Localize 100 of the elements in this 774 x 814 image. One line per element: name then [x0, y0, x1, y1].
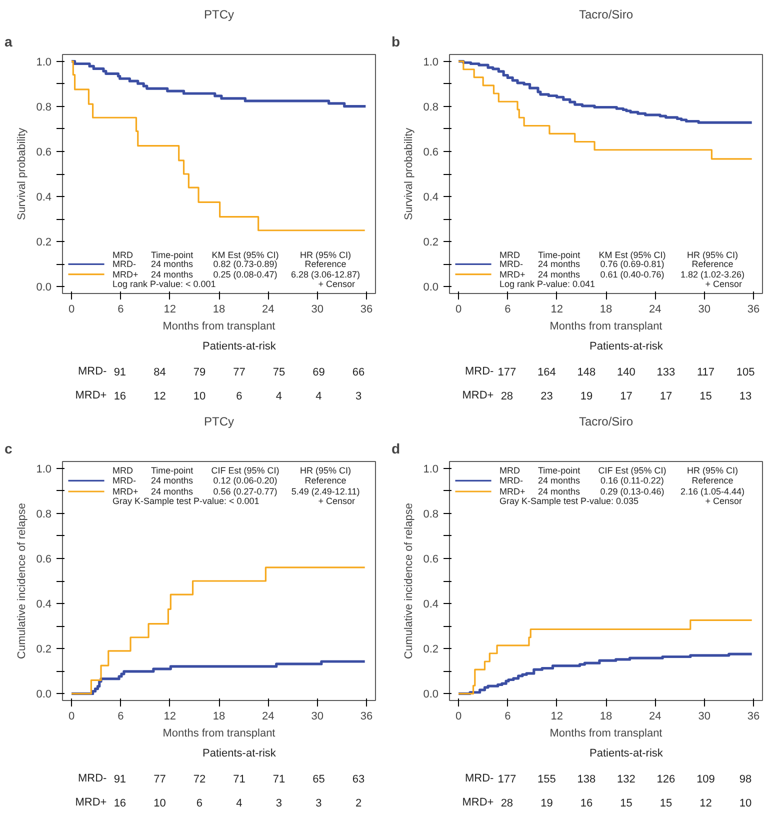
x-tick-label: 36 [360, 304, 373, 316]
text: 10 [739, 798, 752, 810]
annotation: 24 months [150, 259, 194, 270]
x-tick-label: 12 [164, 710, 176, 722]
text: Patients-at-risk [590, 747, 664, 760]
text: 2 [355, 798, 362, 810]
annotation: HR (95% CI) [687, 250, 738, 260]
y-axis-title: Survival probability [16, 127, 28, 220]
text: 133 [656, 366, 676, 378]
text: 69 [312, 366, 325, 378]
y-tick-label: 0.0 [36, 282, 52, 294]
x-tick-label: 30 [698, 710, 710, 722]
text: MRD+ [75, 390, 107, 402]
chart-title: PTCy [204, 8, 234, 22]
text: 117 [696, 366, 715, 378]
text: 126 [656, 774, 676, 786]
annotation: 24 months [538, 486, 581, 496]
text: c [4, 440, 12, 456]
legend-label: MRD- [112, 476, 136, 486]
x-tick-label: 18 [600, 304, 612, 316]
x-tick-label: 6 [118, 710, 124, 722]
y-axis-title: Cumulative incidence of relapse [16, 503, 28, 659]
y-tick-label: 0.4 [423, 598, 439, 611]
y-tick-label: 0.8 [423, 101, 439, 114]
x-tick-label: 0 [68, 304, 75, 316]
annotation: Log rank P-value: < 0.001 [112, 279, 216, 290]
annotation: Reference [692, 476, 734, 486]
annotation: Time-point [150, 250, 194, 260]
annotation: 6.28 (3.06-12.87) [290, 269, 360, 280]
legend-label: MRD+ [499, 269, 526, 280]
legend-label: MRD+ [499, 486, 526, 496]
annotation: 0.16 (0.11-0.22) [600, 476, 664, 486]
y-tick-label: 1.0 [36, 56, 52, 68]
text: 12 [154, 390, 166, 402]
text: MRD+ [462, 796, 494, 808]
x-tick-label: 0 [68, 710, 75, 722]
legend-label: MRD+ [112, 269, 138, 280]
y-tick-label: 1.0 [36, 463, 52, 476]
text: 15 [620, 798, 632, 810]
annotation: Reference [304, 259, 346, 270]
annotation: 0.12 (0.06-0.20) [213, 476, 278, 486]
annotation: Time-point [150, 466, 194, 476]
annotation: 24 months [538, 476, 581, 486]
x-axis-title: Months from transplant [162, 320, 276, 332]
annotation: 0.25 (0.08-0.47) [213, 269, 278, 280]
annotation: 0.29 (0.13-0.46) [600, 486, 664, 496]
chart-title: PTCy [204, 414, 234, 428]
y-tick-label: 0.6 [36, 553, 52, 566]
text: 17 [620, 390, 632, 402]
text: MRD- [464, 772, 494, 784]
text: 63 [352, 774, 365, 786]
text: 28 [500, 390, 514, 402]
x-tick-label: 30 [311, 710, 324, 722]
annotation: 24 months [538, 269, 581, 280]
y-tick-label: 0.0 [423, 688, 439, 701]
x-tick-label: 6 [504, 710, 511, 722]
text: MRD- [78, 366, 107, 378]
x-axis-title: Months from transplant [550, 320, 662, 332]
text: 23 [540, 390, 553, 402]
text: a [4, 34, 12, 50]
y-tick-label: 0.0 [36, 688, 52, 701]
annotation: 24 months [150, 476, 194, 486]
text: MRD+ [462, 390, 494, 402]
annotation: 0.56 (0.27-0.77) [213, 486, 278, 496]
text: 140 [617, 366, 636, 378]
text: MRD+ [75, 796, 107, 808]
x-axis-title: Months from transplant [162, 728, 276, 740]
text: 15 [700, 390, 712, 402]
text: 71 [272, 774, 286, 786]
annotation: 5.49 (2.49-12.11) [291, 486, 360, 496]
x-tick-label: 24 [262, 710, 274, 722]
y-tick-label: 0.8 [423, 508, 439, 520]
text: 6 [196, 798, 203, 810]
text: 16 [114, 390, 126, 402]
y-tick-label: 0.8 [36, 101, 52, 114]
y-tick-label: 0.6 [36, 146, 52, 158]
y-tick-label: 0.4 [36, 598, 52, 611]
text: 84 [154, 366, 166, 378]
text: 77 [233, 366, 246, 378]
y-tick-label: 0.0 [423, 282, 439, 294]
annotation: KM Est (95% CI) [212, 250, 279, 260]
x-tick-label: 24 [262, 304, 274, 316]
x-tick-label: 18 [212, 304, 226, 316]
text: 16 [580, 798, 593, 810]
text: 3 [316, 798, 322, 810]
y-tick-label: 0.6 [423, 553, 439, 566]
text: 148 [577, 366, 596, 378]
text: 4 [316, 390, 322, 402]
text: 16 [114, 798, 126, 810]
annotation: Time-point [538, 250, 581, 260]
y-tick-label: 0.6 [423, 146, 439, 158]
y-tick-label: 0.8 [36, 508, 52, 520]
annotation: 24 months [150, 269, 194, 280]
y-tick-label: 0.2 [423, 644, 439, 656]
text: 109 [696, 774, 715, 786]
text: 13 [739, 390, 752, 402]
legend-label: MRD- [499, 476, 523, 486]
y-tick-label: 1.0 [423, 56, 439, 68]
x-tick-label: 12 [550, 710, 563, 722]
x-tick-label: 0 [455, 710, 462, 722]
